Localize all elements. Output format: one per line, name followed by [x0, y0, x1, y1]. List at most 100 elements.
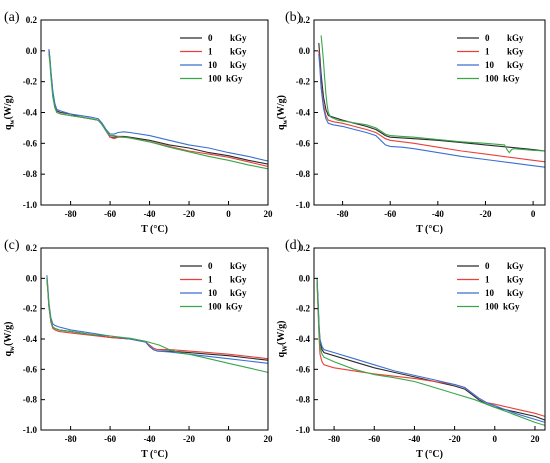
legend: 0 kGy 1 kGy 10 kGy 100 kGy	[457, 261, 524, 312]
x-tick-label: -20	[183, 434, 195, 444]
x-axis-label: T (°C)	[416, 224, 443, 235]
x-axis-label: T (°C)	[141, 449, 168, 460]
y-tick-label: -0.6	[296, 364, 311, 374]
panel-label: (b)	[285, 10, 302, 25]
legend-entry: 10 kGy	[208, 288, 247, 298]
x-tick-label: -80	[337, 209, 349, 219]
legend-entry: 10 kGy	[208, 60, 247, 70]
y-tick-label: -0.4	[23, 108, 38, 118]
chart-panel-3: -80 -60 -40 -20 0 20 -1.0 -0.8 -0.6 -0.4 -0.2 0.0 0.…	[3, 238, 273, 460]
x-tick-label: 20	[264, 434, 274, 444]
series-line-1-kgy	[316, 281, 545, 417]
chart-panel-1: -80 -60 -40 -20 0 20 -1.0 -0.8 -0.6 -0.4 -0.2 0.0 0.…	[3, 10, 273, 235]
x-tick-label: 20	[264, 209, 274, 219]
panel-label: (d)	[285, 238, 302, 253]
y-tick-label: -0.4	[296, 334, 311, 344]
legend-entry: 100 kGy	[208, 302, 243, 312]
y-axis-label: qw(W/g)	[3, 95, 16, 130]
series-line-10-kgy	[318, 53, 545, 168]
series-line-0-kgy	[316, 278, 545, 421]
x-tick-label: 0	[226, 209, 231, 219]
y-tick-label: 0.0	[26, 273, 38, 283]
y-tick-label: 0.2	[299, 15, 311, 25]
series-line-100-kgy	[48, 53, 268, 170]
x-tick-label: 0	[493, 434, 498, 444]
panel-label: (c)	[4, 238, 20, 253]
x-tick-label: -40	[144, 434, 156, 444]
x-tick-label: -20	[479, 209, 491, 219]
y-tick-label: -0.2	[23, 77, 38, 87]
x-tick-label: -80	[328, 434, 340, 444]
x-tick-label: -60	[104, 434, 116, 444]
x-axis-label: T (°C)	[141, 224, 168, 235]
series-line-100-kgy	[320, 35, 545, 154]
series-line-1-kgy	[318, 50, 545, 163]
y-tick-label: -0.8	[23, 395, 38, 405]
legend-entry: 0 kGy	[485, 261, 524, 271]
chart-panel-2: -80 -60 -40 -20 0 -1.0 -0.8 -0.6 -0.4 -0.2 0.0 0.2 T…	[276, 10, 546, 235]
x-tick-label: -80	[65, 209, 77, 219]
panel-label: (a)	[4, 10, 20, 25]
x-tick-label: -20	[183, 209, 195, 219]
x-tick-label: -60	[384, 209, 396, 219]
y-tick-label: -0.2	[296, 77, 311, 87]
legend-entry: 100 kGy	[485, 302, 520, 312]
y-axis-label: qW(W/g)	[276, 320, 289, 357]
legend: 0 kGy 1 kGy 10 kGy 100 kGy	[457, 33, 524, 84]
y-tick-label: 0.0	[299, 46, 311, 56]
x-tick-label: 0	[226, 434, 231, 444]
y-tick-label: -0.8	[296, 169, 311, 179]
y-tick-label: -0.2	[23, 304, 38, 314]
series-line-0-kgy	[318, 43, 545, 152]
y-tick-label: -0.4	[296, 108, 311, 118]
legend-entry: 0 kGy	[208, 261, 247, 271]
x-tick-label: 0	[531, 209, 536, 219]
y-tick-label: 0.2	[299, 243, 311, 253]
legend-entry: 0 kGy	[485, 33, 524, 43]
x-tick-label: -60	[104, 209, 116, 219]
legend-entry: 1 kGy	[485, 275, 524, 285]
legend-entry: 10 kGy	[485, 288, 524, 298]
x-tick-label: -60	[368, 434, 380, 444]
x-tick-label: -40	[432, 209, 444, 219]
y-tick-label: 0.0	[26, 46, 38, 56]
x-tick-label: -20	[449, 434, 461, 444]
legend-entry: 100 kGy	[208, 74, 243, 84]
y-axis-label: qw(W/g)	[276, 95, 289, 130]
y-tick-label: 0.2	[26, 243, 38, 253]
legend-entry: 100 kGy	[485, 74, 520, 84]
y-tick-label: -1.0	[296, 200, 311, 210]
legend-entry: 10 kGy	[485, 60, 524, 70]
y-tick-label: 0.2	[26, 15, 38, 25]
y-tick-label: -1.0	[23, 200, 38, 210]
y-tick-label: -0.8	[296, 395, 311, 405]
series-line-10-kgy	[48, 49, 268, 162]
x-tick-label: -40	[144, 209, 156, 219]
legend-entry: 1 kGy	[208, 275, 247, 285]
x-tick-label: -40	[408, 434, 420, 444]
y-tick-label: -0.6	[296, 138, 311, 148]
legend-entry: 1 kGy	[485, 47, 524, 57]
series-line-10-kgy	[316, 278, 545, 423]
series-line-10-kgy	[46, 275, 268, 364]
x-tick-label: 20	[530, 434, 540, 444]
y-tick-label: -0.6	[23, 138, 38, 148]
y-tick-label: -0.4	[23, 334, 38, 344]
x-tick-label: -80	[65, 434, 77, 444]
x-axis-label: T (°C)	[416, 449, 443, 460]
y-tick-label: -0.6	[23, 364, 38, 374]
y-tick-label: 0.0	[299, 273, 311, 283]
y-axis-label: qw(W/g)	[3, 321, 16, 356]
series-line-100-kgy	[316, 279, 545, 426]
y-tick-label: -0.2	[296, 304, 311, 314]
chart-panel-4: -80 -60 -40 -20 0 20 -1.0 -0.8 -0.6 -0.4 -0.2 0.0 0.…	[276, 238, 546, 460]
y-tick-label: -1.0	[296, 425, 311, 435]
legend-entry: 0 kGy	[208, 33, 247, 43]
legend-entry: 1 kGy	[208, 47, 247, 57]
y-tick-label: -1.0	[23, 425, 38, 435]
legend: 0 kGy 1 kGy 10 kGy 100 kGy	[180, 33, 247, 84]
legend: 0 kGy 1 kGy 10 kGy 100 kGy	[180, 261, 247, 312]
series-line-100-kgy	[46, 278, 268, 373]
y-tick-label: -0.8	[23, 169, 38, 179]
